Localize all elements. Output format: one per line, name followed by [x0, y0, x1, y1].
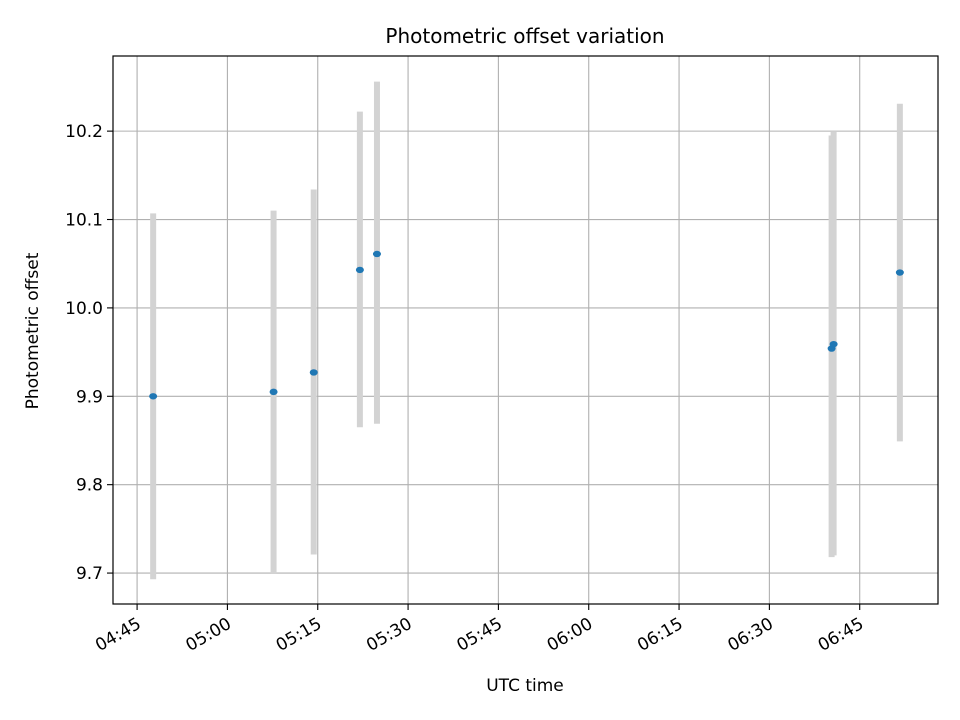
y-tick-label: 9.8: [76, 476, 103, 496]
data-point: [355, 266, 364, 274]
x-tick-label: 05:30: [363, 614, 415, 656]
data-point: [829, 340, 838, 348]
y-tick-label: 9.7: [76, 564, 103, 584]
x-tick-label: 06:00: [544, 614, 596, 656]
data-point: [309, 369, 318, 376]
plot-frame: [112, 55, 939, 605]
data-point: [269, 388, 278, 396]
grid: [113, 56, 938, 604]
x-tick-label: 06:30: [724, 614, 776, 656]
x-tick-label: 04:45: [92, 614, 144, 656]
y-tick-label: 9.9: [76, 387, 103, 407]
y-axis-label: Photometric offset: [23, 252, 43, 409]
data-point: [372, 250, 381, 258]
x-axis-label: UTC time: [486, 676, 564, 696]
y-tick-label: 10.0: [65, 299, 103, 319]
errorbars: [150, 81, 903, 580]
chart-title: Photometric offset variation: [385, 24, 664, 48]
x-tick-label: 05:00: [182, 614, 234, 656]
x-axis: 04:45 05:00 05:15 05:30 05:45 06:00 06:15 06:30…: [92, 604, 867, 656]
x-tick-label: 05:45: [453, 614, 505, 656]
y-tick-label: 10.2: [65, 122, 103, 142]
data-point: [895, 269, 904, 276]
data-point: [149, 393, 158, 400]
y-tick-label: 10.1: [65, 211, 103, 231]
points: [149, 250, 904, 400]
y-axis: 9.7 9.8 9.9 10.0 10.1 10.2: [65, 122, 113, 584]
x-tick-label: 06:45: [815, 614, 867, 656]
x-tick-label: 05:15: [273, 614, 325, 656]
x-tick-label: 06:15: [634, 614, 686, 656]
